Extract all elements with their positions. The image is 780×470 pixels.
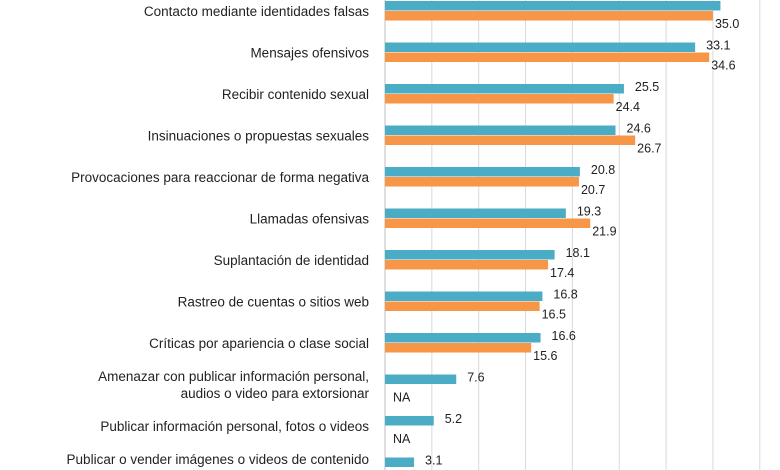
data-label: 34.6 (711, 59, 735, 73)
bar-series-2 (385, 301, 540, 311)
data-label: 16.6 (552, 329, 576, 343)
bar-series-1 (385, 291, 543, 301)
bar-series-1 (385, 42, 696, 52)
data-label: 35.0 (715, 17, 739, 31)
data-label: 16.8 (553, 288, 577, 302)
category-label-line: Amenazar con publicar información person… (98, 369, 369, 384)
bar-series-2 (385, 177, 579, 187)
bar-series-1 (385, 457, 415, 467)
category-label: Rastreo de cuentas o sitios web (178, 295, 369, 310)
data-label: 17.4 (550, 266, 574, 280)
na-label: NA (393, 432, 411, 446)
data-label: 3.1 (425, 454, 442, 468)
category-label-line: Contacto mediante identidades falsas (144, 4, 369, 19)
category-label: Publicar o vender imágenes o videos de c… (67, 452, 369, 470)
category-label-line: Publicar información personal, fotos o v… (100, 419, 369, 434)
category-label: Insinuaciones o propuestas sexuales (148, 129, 370, 144)
bar-series-2 (385, 260, 549, 270)
data-label: 7.6 (467, 371, 484, 385)
category-label-line: Mensajes ofensivos (250, 46, 369, 61)
data-label: 24.4 (616, 100, 640, 114)
bar-series-1 (385, 374, 457, 384)
bar-series-1 (385, 333, 541, 343)
category-label-line: Suplantación de identidad (214, 253, 369, 268)
data-label: 19.3 (577, 205, 601, 219)
bar-series-2 (385, 11, 713, 21)
category-label: Provocaciones para reaccionar de forma n… (71, 170, 369, 185)
category-label: Contacto mediante identidades falsas (144, 4, 369, 19)
bar-series-1 (385, 84, 624, 94)
category-label: Llamadas ofensivas (250, 212, 370, 227)
bar-series-1 (385, 250, 555, 260)
bar-series-1 (385, 416, 434, 426)
data-label: 16.5 (542, 308, 566, 322)
category-label: Suplantación de identidad (214, 253, 369, 268)
na-label: NA (393, 391, 411, 405)
bar-series-2 (385, 218, 591, 228)
category-label: Críticas por apariencia o clase social (149, 336, 369, 351)
bar-series-2 (385, 52, 710, 62)
bar-series-2 (385, 343, 532, 353)
data-label: 15.6 (533, 349, 557, 363)
data-label: 26.7 (637, 142, 661, 156)
bar-series-1 (385, 208, 566, 218)
data-label: 20.8 (591, 163, 615, 177)
bar-series-2 (385, 94, 614, 104)
category-label-line: Llamadas ofensivas (250, 212, 370, 227)
bar-series-1 (385, 1, 721, 11)
category-label: Publicar información personal, fotos o v… (100, 419, 369, 434)
category-label-line: Críticas por apariencia o clase social (149, 336, 369, 351)
category-label-line: Recibir contenido sexual (222, 87, 369, 102)
category-label: Recibir contenido sexual (222, 87, 369, 102)
bar-series-1 (385, 167, 580, 177)
category-label-line: Rastreo de cuentas o sitios web (178, 295, 369, 310)
category-label-line: Insinuaciones o propuestas sexuales (148, 129, 370, 144)
data-label: 25.5 (635, 80, 659, 94)
data-label: 20.7 (581, 183, 605, 197)
bar-series-1 (385, 125, 616, 135)
data-label: 5.2 (445, 412, 462, 426)
category-label: Amenazar con publicar información person… (98, 369, 369, 401)
category-label-line: Provocaciones para reaccionar de forma n… (71, 170, 369, 185)
data-label: 18.1 (566, 246, 590, 260)
category-label: Mensajes ofensivos (250, 46, 369, 61)
data-label: 33.1 (706, 39, 730, 53)
bar-series-2 (385, 135, 636, 145)
data-label: 24.6 (627, 122, 651, 136)
category-label-line: Publicar o vender imágenes o videos de c… (67, 452, 369, 467)
category-label-line: audios o video para extorsionar (181, 386, 370, 401)
data-label: 21.9 (592, 225, 616, 239)
